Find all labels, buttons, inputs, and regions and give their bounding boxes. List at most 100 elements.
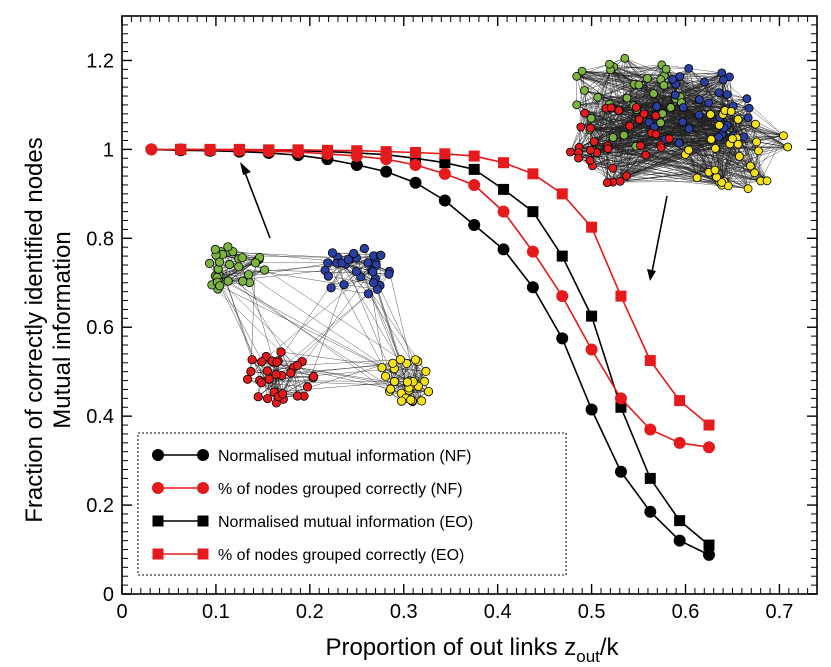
network-node bbox=[402, 377, 412, 387]
network-node bbox=[343, 255, 353, 265]
network-node bbox=[237, 253, 247, 263]
network-node bbox=[656, 143, 666, 153]
network-node bbox=[752, 137, 761, 147]
network-node bbox=[580, 86, 589, 95]
network-node bbox=[750, 168, 759, 178]
data-point bbox=[702, 441, 715, 454]
data-point bbox=[614, 392, 627, 405]
network-node bbox=[714, 132, 724, 142]
legend-item: % of nodes grouped correctly (NF) bbox=[152, 481, 463, 498]
network-node bbox=[286, 368, 296, 378]
network-node bbox=[728, 134, 737, 144]
data-point bbox=[674, 515, 686, 527]
data-point bbox=[615, 401, 627, 413]
y-tick-label: 1 bbox=[103, 139, 114, 161]
network-node bbox=[622, 171, 631, 181]
legend-label: % of nodes grouped correctly (NF) bbox=[218, 481, 463, 498]
data-point bbox=[409, 176, 422, 189]
data-point bbox=[673, 436, 686, 449]
network-node bbox=[215, 281, 225, 291]
network-node bbox=[692, 173, 702, 183]
network-node bbox=[706, 110, 715, 119]
network-node bbox=[704, 98, 713, 108]
network-node bbox=[694, 110, 704, 120]
network-node bbox=[743, 113, 753, 123]
network-node bbox=[271, 369, 281, 380]
data-point bbox=[703, 539, 715, 551]
network-node bbox=[586, 113, 596, 123]
network-node bbox=[779, 131, 788, 141]
x-axis-title-sub: out bbox=[576, 647, 600, 666]
data-point bbox=[614, 465, 627, 478]
network-node bbox=[651, 111, 661, 121]
x-tick-label: 0.4 bbox=[484, 601, 512, 623]
network-node bbox=[262, 393, 273, 404]
data-point bbox=[556, 290, 569, 303]
clustered-network bbox=[204, 242, 434, 408]
arrow-low-mixing-head bbox=[240, 162, 251, 175]
data-point bbox=[644, 472, 656, 484]
network-node bbox=[639, 109, 649, 119]
network-node bbox=[309, 371, 319, 382]
network-node bbox=[684, 124, 694, 134]
network-node bbox=[733, 139, 743, 149]
network-node bbox=[210, 244, 220, 254]
x-tick-label: 0.3 bbox=[390, 601, 418, 623]
network-node bbox=[652, 102, 662, 111]
network-node bbox=[566, 147, 575, 157]
data-point bbox=[438, 194, 451, 207]
network-node bbox=[380, 371, 391, 381]
legend-marker bbox=[197, 548, 209, 560]
network-node bbox=[259, 265, 270, 275]
data-point bbox=[174, 143, 187, 156]
network-node bbox=[421, 366, 431, 376]
data-point bbox=[380, 153, 393, 166]
y-axis-title-line-2: Mutual information bbox=[49, 231, 76, 428]
network-node bbox=[712, 172, 721, 182]
network-node bbox=[368, 278, 379, 288]
network-node bbox=[684, 145, 694, 155]
network-node bbox=[385, 384, 396, 394]
network-node bbox=[649, 89, 658, 98]
network-node bbox=[619, 130, 629, 140]
network-node bbox=[246, 366, 256, 377]
y-tick-label: 0.2 bbox=[86, 495, 114, 517]
network-node bbox=[292, 360, 303, 370]
network-node bbox=[419, 376, 430, 386]
network-node bbox=[351, 266, 361, 277]
network-node bbox=[751, 119, 760, 129]
annotation-arrows bbox=[240, 162, 668, 281]
network-node bbox=[589, 137, 599, 147]
network-node bbox=[711, 143, 720, 153]
network-node bbox=[678, 117, 688, 127]
data-point bbox=[673, 534, 686, 547]
data-point bbox=[468, 218, 481, 231]
network-node bbox=[664, 134, 674, 144]
network-node bbox=[603, 144, 613, 154]
network-node bbox=[396, 396, 407, 406]
network-node bbox=[754, 146, 763, 156]
legend: Normalised mutual information (NF) % of n… bbox=[137, 432, 567, 576]
network-node bbox=[643, 74, 652, 83]
network-node bbox=[406, 395, 416, 405]
network-node bbox=[253, 392, 263, 402]
network-node bbox=[666, 103, 676, 112]
data-point bbox=[321, 147, 334, 160]
legend-marker bbox=[152, 548, 164, 560]
data-point bbox=[644, 355, 656, 367]
data-point bbox=[468, 163, 480, 175]
network-node bbox=[223, 276, 233, 286]
network-node bbox=[243, 374, 253, 384]
y-axis-title: Fraction of correctly identified nodes M… bbox=[21, 137, 76, 523]
legend-marker bbox=[152, 482, 164, 494]
data-point bbox=[556, 188, 568, 200]
data-point bbox=[702, 548, 715, 561]
y-tick-label: 0 bbox=[103, 584, 114, 606]
network-node bbox=[614, 106, 624, 115]
y-axis-title-line-1: Fraction of correctly identified nodes bbox=[21, 137, 48, 523]
network-node bbox=[634, 80, 644, 90]
data-point bbox=[233, 144, 246, 157]
data-point bbox=[526, 245, 539, 258]
network-node bbox=[744, 103, 754, 113]
data-point bbox=[585, 343, 598, 356]
